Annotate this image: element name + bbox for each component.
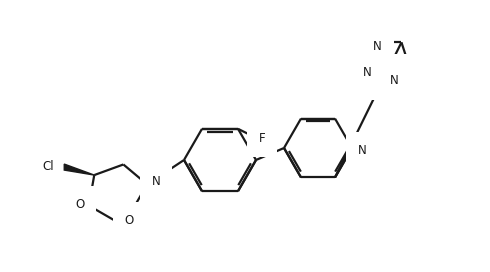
Text: N: N: [373, 40, 382, 53]
Text: O: O: [75, 198, 84, 211]
Polygon shape: [64, 164, 94, 175]
Text: Cl: Cl: [43, 160, 54, 172]
Text: N: N: [381, 76, 390, 88]
Text: N: N: [358, 144, 367, 156]
Text: N: N: [391, 74, 399, 87]
Text: N: N: [363, 66, 372, 79]
Text: N: N: [398, 66, 407, 79]
Text: N: N: [152, 175, 161, 188]
Text: O: O: [125, 214, 134, 227]
Text: F: F: [259, 132, 265, 145]
